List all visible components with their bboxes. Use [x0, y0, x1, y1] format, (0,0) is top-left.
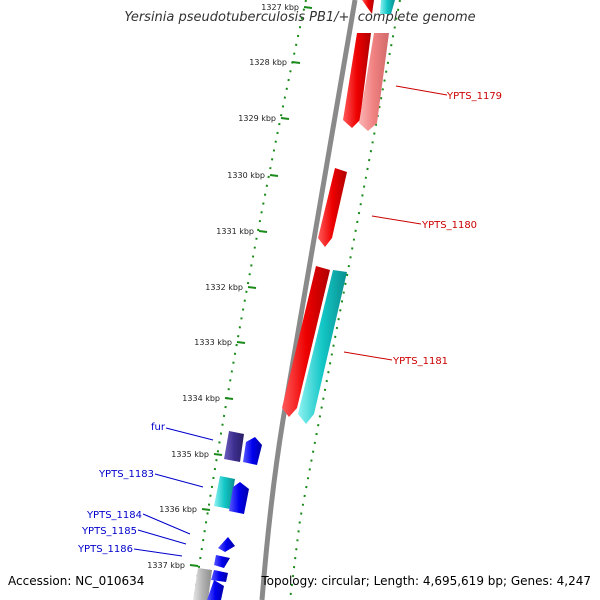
leader-ypts-1180 — [371, 215, 422, 225]
gene-ypts-1183-blue — [229, 482, 249, 514]
label-ypts-1185: YPTS_1185 — [81, 526, 137, 537]
label-ypts-1183: YPTS_1183 — [98, 469, 154, 480]
topology-text: Topology: circular; Length: 4,695,619 bp… — [261, 574, 591, 588]
gene-top-left-cap — [362, 0, 374, 14]
gene-ypts-1181-cyan — [298, 270, 347, 424]
scale-label: 1337 kbp — [147, 561, 185, 570]
scale-label: 1328 kbp — [249, 58, 287, 67]
scale-tick — [303, 6, 313, 9]
gene-bottom-gray — [193, 568, 212, 600]
scale-ring-left — [193, 0, 307, 600]
label-ypts-1179: YPTS_1179 — [446, 91, 502, 102]
label-ypts-1186: YPTS_1186 — [77, 544, 133, 555]
scale-tick — [291, 61, 301, 64]
label-fur: fur — [151, 422, 166, 433]
scale-label: 1330 kbp — [227, 171, 265, 180]
label-ypts-1181: YPTS_1181 — [392, 356, 448, 367]
gene-ypts-1185 — [214, 555, 230, 568]
gene-ypts-1181-red — [282, 266, 330, 417]
leader-ypts-1185 — [137, 529, 187, 545]
label-ypts-1184: YPTS_1184 — [86, 510, 142, 521]
gene-fur — [243, 437, 262, 465]
scale-label: 1331 kbp — [216, 227, 254, 236]
scale-tick — [236, 341, 246, 344]
gene-ypts-1179-a — [343, 33, 371, 128]
leader-ypts-1184 — [142, 513, 191, 535]
scale-tick — [247, 286, 257, 289]
gene-ypts-1180 — [318, 168, 347, 247]
scale-label: 1335 kbp — [171, 450, 209, 459]
scale-label: 1336 kbp — [159, 505, 197, 514]
scale-label: 1334 kbp — [182, 394, 220, 403]
leader-ypts-1183 — [154, 473, 204, 488]
scale-tick — [269, 174, 279, 177]
gene-bottom-blue — [207, 580, 224, 600]
leader-ypts-1179 — [395, 85, 448, 96]
gene-top-right-cap — [380, 0, 395, 14]
gene-ypts-1186 — [211, 570, 228, 582]
scale-label: 1329 kbp — [238, 114, 276, 123]
gene-ypts-1183 — [214, 476, 235, 509]
scale-label: 1332 kbp — [205, 283, 243, 292]
scale-label: 1333 kbp — [194, 338, 232, 347]
accession-text: Accession: NC_010634 — [8, 574, 145, 588]
scale-tick — [201, 508, 211, 511]
scale-ring-right — [289, 0, 401, 600]
scale-tick — [213, 453, 223, 456]
scale-tick — [280, 117, 290, 120]
scale-label: 1327 kbp — [261, 3, 299, 12]
leader-fur — [165, 427, 214, 441]
leader-ypts-1181 — [343, 351, 393, 361]
leader-ypts-1186 — [133, 548, 183, 557]
scale-ticks: 1327 kbp 1328 kbp 1329 kbp 1330 kbp 1331 kbp… — [147, 3, 313, 570]
gene-fur-navy — [224, 431, 244, 462]
gene-ypts-1184 — [218, 537, 235, 552]
scale-tick — [258, 230, 268, 233]
scale-tick — [189, 564, 199, 567]
gene-ypts-1179-b — [359, 33, 389, 131]
label-ypts-1180: YPTS_1180 — [421, 220, 477, 231]
scale-tick — [224, 397, 234, 400]
